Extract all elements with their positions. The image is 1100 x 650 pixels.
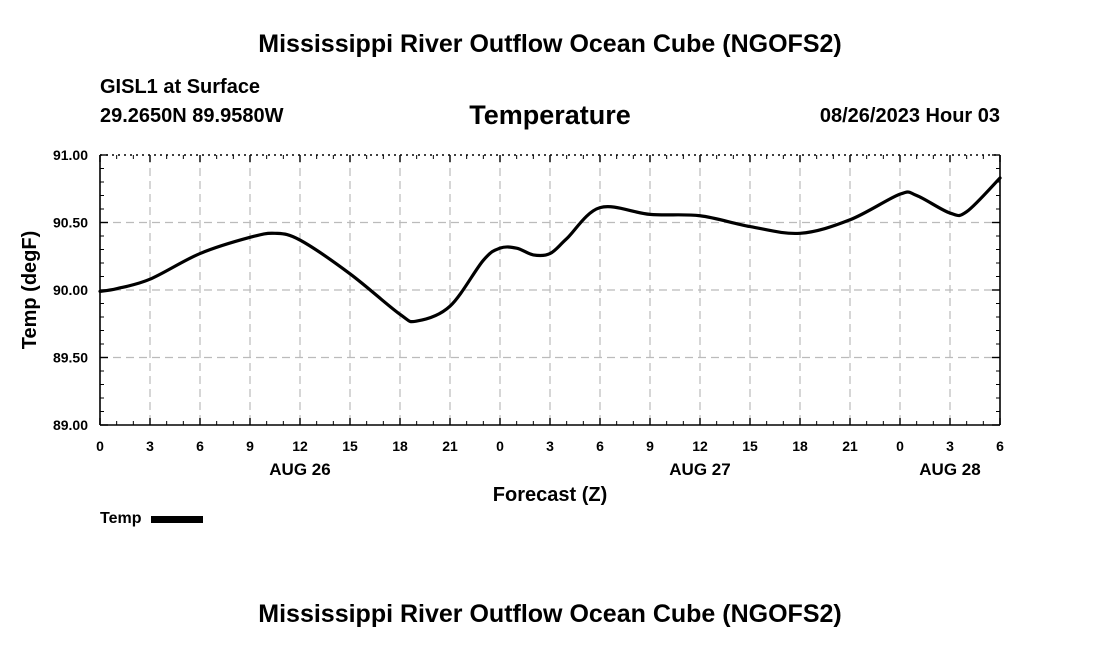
x-tick-label: 21 <box>842 438 858 454</box>
x-tick-label: 6 <box>596 438 604 454</box>
x-tick-label: 18 <box>792 438 808 454</box>
x-tick-label: 18 <box>392 438 408 454</box>
x-axis-title: Forecast (Z) <box>493 484 607 506</box>
x-tick-label: 12 <box>692 438 708 454</box>
y-tick-label: 89.00 <box>53 417 88 433</box>
x-tick-label: 0 <box>896 438 904 454</box>
x-tick-label: 21 <box>442 438 458 454</box>
y-axis-title: Temp (degF) <box>19 231 41 350</box>
x-tick-label: 3 <box>146 438 154 454</box>
footer-title: Mississippi River Outflow Ocean Cube (NG… <box>258 600 842 628</box>
y-tick-label: 91.00 <box>53 147 88 163</box>
station-coordinates: 29.2650N 89.9580W <box>100 105 284 127</box>
x-tick-label: 15 <box>742 438 758 454</box>
temp-series-line <box>98 176 1002 324</box>
x-tick-label: 3 <box>946 438 954 454</box>
y-tick-label: 90.00 <box>53 282 88 298</box>
x-tick-label: 0 <box>496 438 504 454</box>
x-tick-label: 3 <box>546 438 554 454</box>
x-tick-label: 15 <box>342 438 358 454</box>
x-tick-label: 12 <box>292 438 308 454</box>
legend-line-swatch <box>151 515 204 523</box>
x-tick-label: 0 <box>96 438 104 454</box>
legend-label: Temp <box>100 510 142 527</box>
grid-layer <box>100 155 1000 425</box>
chart-title: Temperature <box>469 100 631 130</box>
x-tick-label: 6 <box>996 438 1004 454</box>
station-label: GISL1 at Surface <box>100 76 261 98</box>
series-layer <box>98 176 1002 324</box>
x-tick-label: 9 <box>646 438 654 454</box>
main-title: Mississippi River Outflow Ocean Cube (NG… <box>258 30 842 58</box>
y-tick-label: 89.50 <box>53 350 88 366</box>
y-tick-label: 90.50 <box>53 215 88 231</box>
axis-labels-layer: 0 3 6 9 12 15 18 21 0 3 6 9 12 15 18 21 0 3 6 89.00 89.50 90.… <box>19 147 1004 506</box>
date-label: AUG 28 <box>919 460 980 479</box>
x-tick-label: 6 <box>196 438 204 454</box>
date-label: AUG 26 <box>269 460 330 479</box>
forecast-timestamp: 08/26/2023 Hour 03 <box>819 105 1000 127</box>
x-tick-label: 9 <box>246 438 254 454</box>
legend: Temp <box>100 510 204 528</box>
date-label: AUG 27 <box>669 460 730 479</box>
